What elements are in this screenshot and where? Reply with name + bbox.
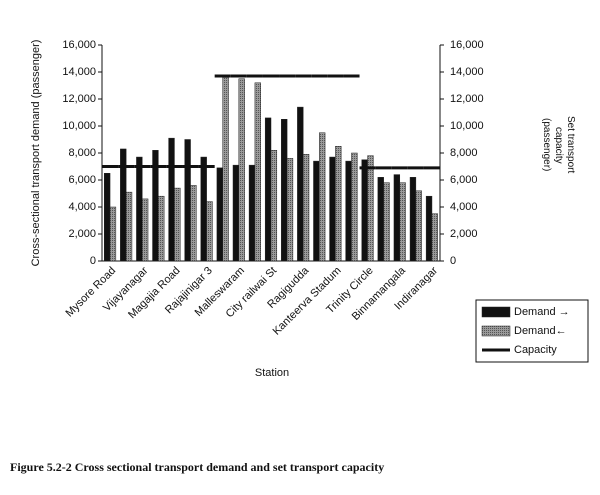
bar	[431, 213, 438, 262]
bar	[345, 160, 352, 262]
bar	[302, 154, 310, 262]
bar	[319, 132, 326, 262]
bar	[168, 137, 175, 262]
bar	[216, 167, 223, 262]
yticks-label: 4,000	[68, 201, 96, 213]
yticks-label: 16,000	[62, 39, 96, 51]
legend-swatch	[481, 306, 511, 318]
bar	[425, 195, 433, 262]
caption: Figure 5.2-2 Cross sectional transport d…	[10, 460, 385, 474]
bar	[281, 119, 288, 262]
yticks-label: 10,000	[62, 120, 96, 132]
legend-label: Demand←	[514, 325, 567, 337]
yticks-label: 2,000	[68, 228, 96, 240]
bar	[399, 182, 406, 262]
y2ticks-label: 12,000	[450, 93, 484, 105]
y-axis-title: Cross-sectional transport demand (passen…	[30, 40, 42, 267]
yticks-label: 8,000	[68, 147, 96, 159]
bar	[377, 177, 384, 262]
y2ticks-label: 16,000	[450, 39, 484, 51]
yticks-label: 14,000	[62, 66, 96, 78]
bar	[313, 160, 320, 262]
bar	[286, 158, 294, 262]
y2ticks-label: 0	[450, 255, 456, 267]
bar	[222, 77, 229, 262]
bar	[125, 191, 133, 262]
bar	[232, 164, 240, 262]
x-axis-title: Station	[255, 367, 289, 379]
bar	[238, 78, 245, 262]
bar	[158, 195, 165, 262]
yticks-label: 12,000	[62, 93, 96, 105]
chart: Cross-sectional transport demand (passen…	[30, 39, 589, 379]
bar	[361, 159, 368, 262]
bar	[109, 206, 117, 262]
bar	[141, 198, 149, 262]
bar	[264, 117, 272, 262]
bar	[409, 177, 417, 262]
y2ticks-label: 10,000	[450, 120, 484, 132]
bar	[393, 174, 401, 262]
legend-box	[475, 299, 589, 363]
y2ticks-label: 2,000	[450, 228, 478, 240]
bar	[351, 152, 358, 262]
bar	[367, 155, 374, 262]
bar	[297, 106, 304, 262]
bar	[270, 150, 278, 262]
y2-axis-title: Set transport capacity (passenger)	[541, 116, 576, 174]
bar	[415, 190, 422, 262]
bar	[136, 156, 143, 262]
y2ticks-label: 8,000	[450, 147, 478, 159]
legend-swatch	[481, 325, 511, 337]
legend-label: Demand →	[514, 306, 570, 318]
yticks-label: 6,000	[68, 174, 96, 186]
yticks-label: 0	[90, 255, 96, 267]
bar	[383, 182, 390, 262]
y2ticks-label: 14,000	[450, 66, 484, 78]
bar	[248, 164, 256, 262]
bar	[335, 146, 342, 262]
bar	[254, 82, 261, 262]
bar	[184, 139, 191, 262]
y2ticks-label: 4,000	[450, 201, 478, 213]
bar	[200, 156, 207, 262]
bar	[104, 173, 111, 262]
bar	[190, 185, 197, 262]
y2ticks-label: 6,000	[450, 174, 478, 186]
bar	[206, 201, 213, 262]
bar	[329, 156, 336, 262]
bar	[174, 187, 181, 262]
legend-label: Capacity	[514, 344, 557, 356]
